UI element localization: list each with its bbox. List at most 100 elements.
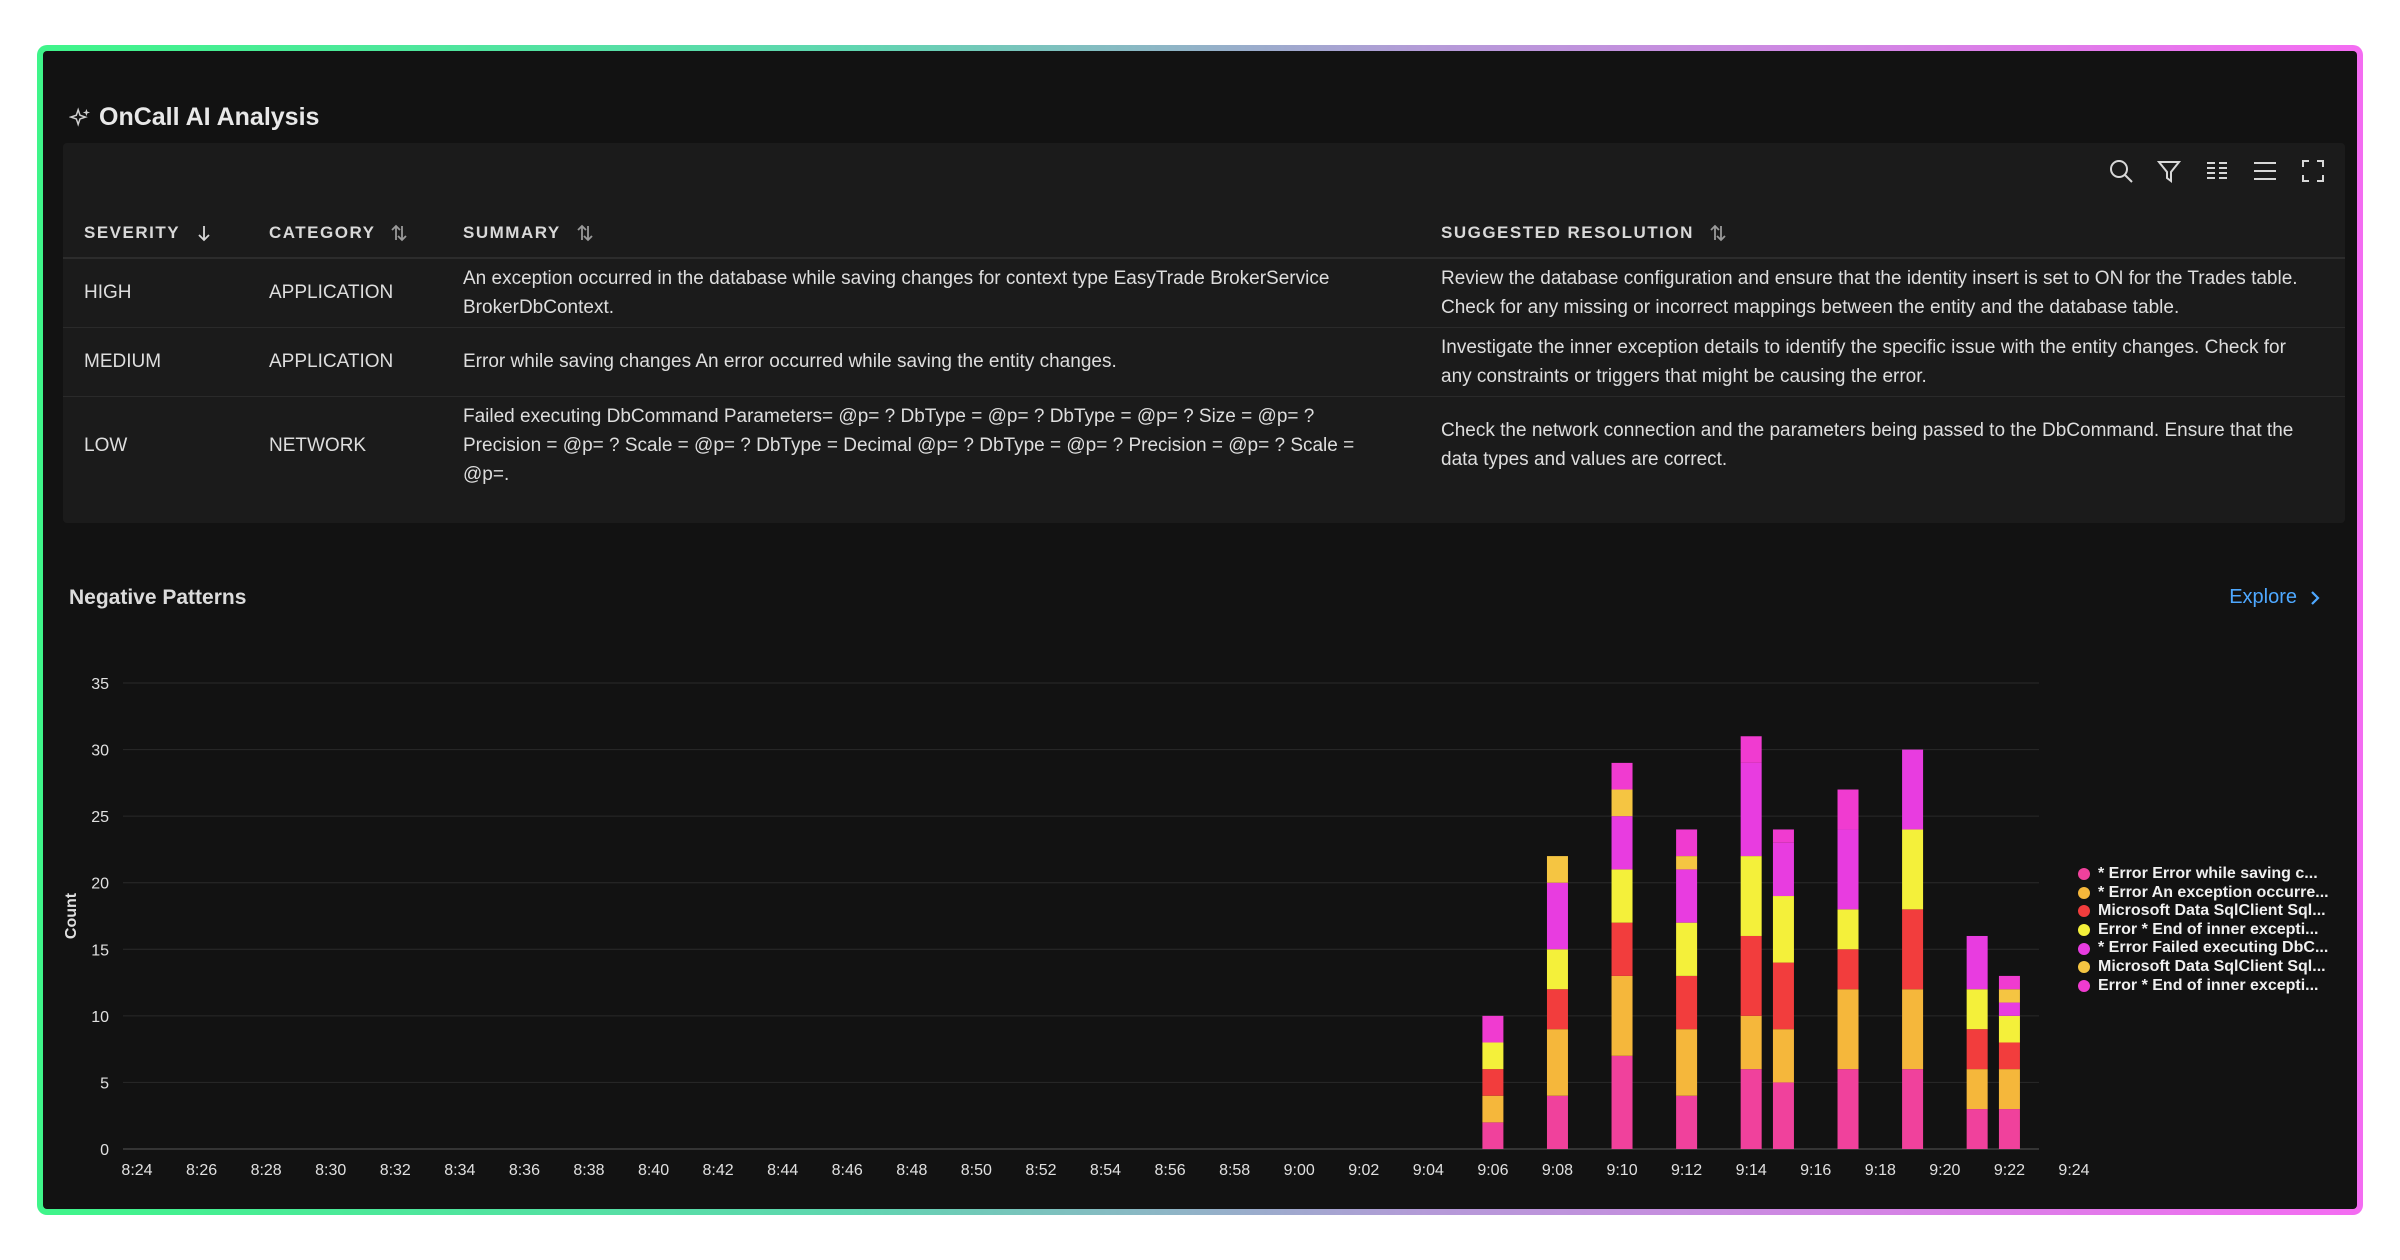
bar-segment (1772, 896, 1794, 963)
y-tick-label: 5 (100, 1075, 109, 1092)
bar-segment (1482, 1042, 1504, 1070)
x-tick-label: 9:06 (1477, 1162, 1508, 1179)
panel-title-text: OnCall AI Analysis (99, 103, 320, 131)
bar-segment (1966, 989, 1988, 1030)
bar-segment (1482, 1069, 1504, 1096)
bar-segment (1998, 1069, 2020, 1110)
sort-icon[interactable] (575, 223, 595, 243)
bar-segment (1837, 1069, 1859, 1149)
legend-item[interactable]: * Error Error while saving c... (2078, 865, 2329, 884)
legend-swatch (2078, 942, 2090, 955)
legend-item[interactable]: Error * End of inner excepti... (2078, 921, 2329, 940)
x-tick-label: 8:56 (1154, 1162, 1185, 1179)
explore-link[interactable]: Explore (2229, 586, 2323, 609)
x-tick-label: 9:22 (1994, 1162, 2025, 1179)
analysis-panel: OnCall AI Analysis (43, 51, 2357, 1209)
bar-segment (1546, 856, 1568, 883)
legend-swatch (2078, 924, 2090, 937)
legend-item[interactable]: Microsoft Data SqlClient Sql... (2078, 958, 2329, 977)
bar-segment (1740, 1015, 1762, 1070)
bar-segment (1482, 1122, 1504, 1149)
bar-segment (1482, 1015, 1504, 1043)
category-cell: APPLICATION (269, 351, 394, 372)
bar-segment (1740, 856, 1762, 936)
summary-cell: Failed executing DbCommand Parameters= @… (463, 406, 1355, 485)
table-row[interactable]: HIGH APPLICATION An exception occurred i… (63, 259, 2345, 328)
bar-segment (1966, 1109, 1988, 1149)
legend-label: * Error Failed executing DbC... (2098, 939, 2329, 957)
y-tick-label: 15 (91, 942, 109, 959)
bar-segment (1772, 1082, 1794, 1149)
legend-swatch (2078, 868, 2090, 881)
sort-descending-icon[interactable] (194, 223, 214, 243)
x-tick-label: 9:10 (1606, 1162, 1637, 1179)
bar-segment (1740, 762, 1762, 857)
bar-segment (1902, 989, 1924, 1070)
sort-icon[interactable] (1708, 223, 1728, 243)
legend-item[interactable]: * Error Failed executing DbC... (2078, 939, 2329, 958)
bar-segment (1546, 882, 1568, 950)
x-tick-label: 9:16 (1800, 1162, 1831, 1179)
negative-patterns-chart: 0 5 10 15 20 25 30 35 Count 8:24 8:26 8:28 8:30 8:32 8… (63, 676, 2090, 1179)
legend-item[interactable]: Microsoft Data SqlClient Sql... (2078, 902, 2329, 921)
table-row[interactable]: LOW NETWORK Failed executing DbCommand P… (63, 397, 2345, 497)
chevron-right-icon (2311, 590, 2320, 605)
bar-segment (1966, 935, 1988, 990)
column-header-category[interactable]: CATEGORY (269, 223, 409, 243)
bar-segment (1676, 829, 1698, 857)
x-tick-label: 8:58 (1219, 1162, 1250, 1179)
bar-segment (1740, 1069, 1762, 1149)
x-tick-label: 9:18 (1865, 1162, 1896, 1179)
bar-segment (1546, 1029, 1568, 1096)
sort-icon[interactable] (389, 223, 409, 243)
fullscreen-icon[interactable] (2299, 157, 2327, 185)
bar-segment (1772, 1029, 1794, 1083)
bar-segment (1966, 1069, 1988, 1110)
x-tick-label: 9:02 (1348, 1162, 1379, 1179)
search-icon[interactable] (2107, 157, 2135, 185)
bar-segment (1611, 762, 1633, 790)
table-row[interactable]: MEDIUM APPLICATION Error while saving ch… (63, 328, 2345, 397)
legend-item[interactable]: Error * End of inner excepti... (2078, 977, 2329, 996)
legend-label: Microsoft Data SqlClient Sql... (2098, 957, 2326, 975)
bar-segment (1998, 989, 2020, 1003)
x-tick-label: 8:28 (251, 1162, 282, 1179)
density-icon[interactable] (2251, 157, 2279, 185)
legend-swatch (2078, 979, 2090, 992)
bar-segment (1546, 949, 1568, 990)
analysis-table: SEVERITY CATEGORY SUMMARY SUGGESTED RESO… (63, 143, 2345, 523)
column-header-resolution[interactable]: SUGGESTED RESOLUTION (1441, 223, 1728, 243)
severity-cell: MEDIUM (84, 351, 162, 372)
y-tick-label: 10 (91, 1009, 109, 1026)
x-tick-label: 8:30 (315, 1162, 346, 1179)
bar-segment (1837, 789, 1859, 830)
bar-segment (1740, 935, 1762, 1016)
filter-icon[interactable] (2155, 157, 2183, 185)
bar-segment (1837, 949, 1859, 990)
bar-segment (1772, 842, 1794, 897)
severity-cell: LOW (84, 435, 128, 456)
bar-segment (1482, 1095, 1504, 1123)
y-tick-label: 35 (91, 676, 109, 693)
x-tick-label: 9:24 (2058, 1162, 2089, 1179)
bar-segment (1676, 1029, 1698, 1096)
bar-segment (1611, 975, 1633, 1056)
column-header-severity[interactable]: SEVERITY (84, 223, 214, 243)
legend-label: Microsoft Data SqlClient Sql... (2098, 902, 2326, 920)
x-tick-label: 8:32 (380, 1162, 411, 1179)
y-tick-label: 25 (91, 809, 109, 826)
x-tick-label: 8:40 (638, 1162, 669, 1179)
x-tick-label: 8:48 (896, 1162, 927, 1179)
explore-label: Explore (2229, 586, 2297, 608)
bar-segment (1676, 869, 1698, 923)
legend-item[interactable]: * Error An exception occurre... (2078, 884, 2329, 903)
column-header-summary[interactable]: SUMMARY (463, 223, 595, 243)
x-tick-label: 8:34 (444, 1162, 475, 1179)
bar-segment (1611, 869, 1633, 923)
bar-segment (1611, 816, 1633, 870)
x-tick-label: 8:50 (961, 1162, 992, 1179)
bar-segment (1611, 922, 1633, 976)
columns-icon[interactable] (2203, 157, 2231, 185)
bar-segment (1837, 989, 1859, 1070)
bar-segment (1998, 1015, 2020, 1043)
